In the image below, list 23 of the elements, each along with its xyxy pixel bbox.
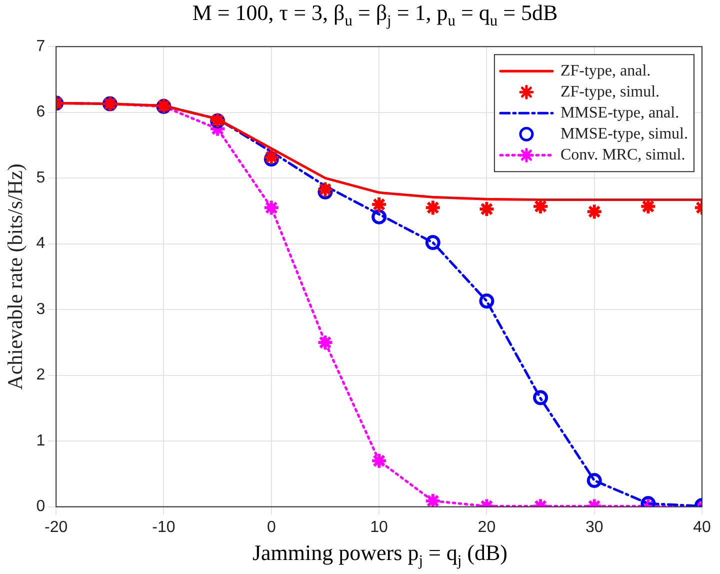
- y-tick-label: 4: [36, 235, 46, 252]
- x-axis-title: Jamming powers p$_{j}$ = q$_{j}$ (dB): [251, 540, 508, 572]
- y-axis-title: Achievable rate (bits/s/Hz): [3, 164, 28, 390]
- legend-label: MMSE-type, anal.: [560, 104, 680, 122]
- y-tick-label: 7: [36, 38, 46, 56]
- x-tick-label: 30: [585, 518, 604, 536]
- x-tick-label: 10: [370, 518, 388, 536]
- x-tick-label: 40: [693, 518, 711, 536]
- y-tick-label: 1: [36, 432, 46, 450]
- chart-title: M = 100, τ = 3, β$_{u}$ = β$_{j}$ = 1, p$_{u}$ = q$_{u}$ = 5dB: [192, 0, 558, 30]
- y-tick-label: 5: [36, 169, 46, 186]
- y-tick-label: 3: [36, 300, 46, 318]
- y-tick-label: 6: [36, 104, 46, 121]
- y-tick-label: 0: [36, 498, 46, 516]
- y-tick-label: 2: [36, 366, 46, 384]
- x-tick-label: -10: [152, 518, 176, 536]
- x-tick-label: 20: [478, 518, 496, 536]
- legend-label: ZF-type, simul.: [560, 83, 660, 100]
- legend-label: ZF-type, anal.: [560, 62, 651, 80]
- legend-label: MMSE-type, simul.: [560, 125, 688, 142]
- x-tick-label: 0: [266, 518, 276, 536]
- legend-label: Conv. MRC, simul.: [560, 146, 686, 164]
- x-tick-label: -20: [44, 518, 68, 536]
